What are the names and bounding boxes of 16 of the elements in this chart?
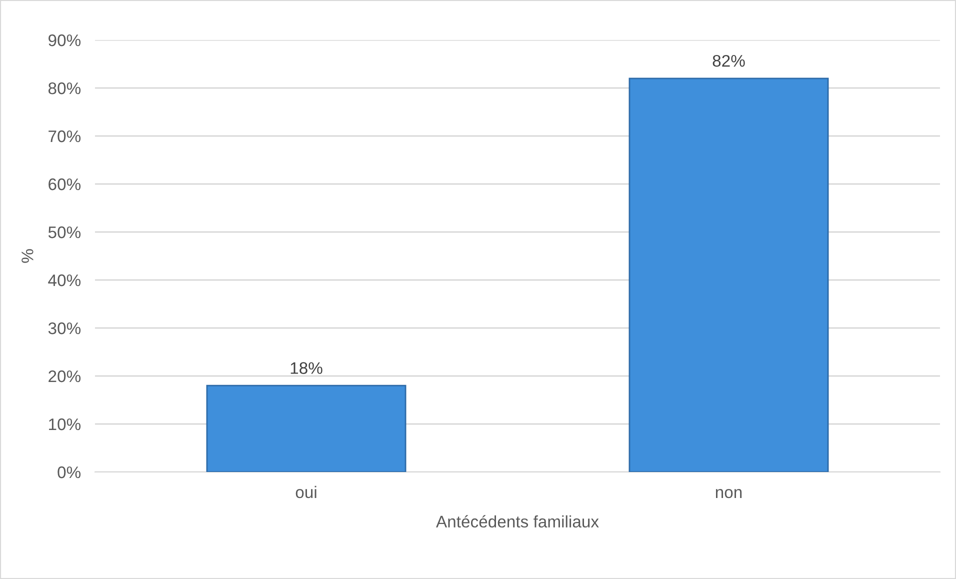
y-tick-label: 20% [48, 370, 81, 382]
y-tick-label: 0% [58, 466, 81, 478]
data-label: 82% [712, 54, 745, 67]
data-label: 18% [290, 362, 322, 374]
y-tick-label: 40% [48, 274, 81, 286]
x-tick-label: oui [296, 486, 316, 498]
y-tick-label: 80% [48, 82, 81, 94]
y-tick-label: 10% [49, 418, 81, 430]
y-tick-label: 70% [48, 130, 81, 142]
y-axis-title: % [22, 249, 34, 263]
y-tick-label: 90% [48, 34, 81, 46]
y-tick-label: 50% [48, 226, 81, 238]
x-tick-label: non [716, 489, 742, 498]
y-tick-label: 30% [48, 322, 81, 334]
y-tick-label: 60% [48, 178, 81, 190]
x-axis-title: Antécédents familiaux [436, 515, 599, 528]
